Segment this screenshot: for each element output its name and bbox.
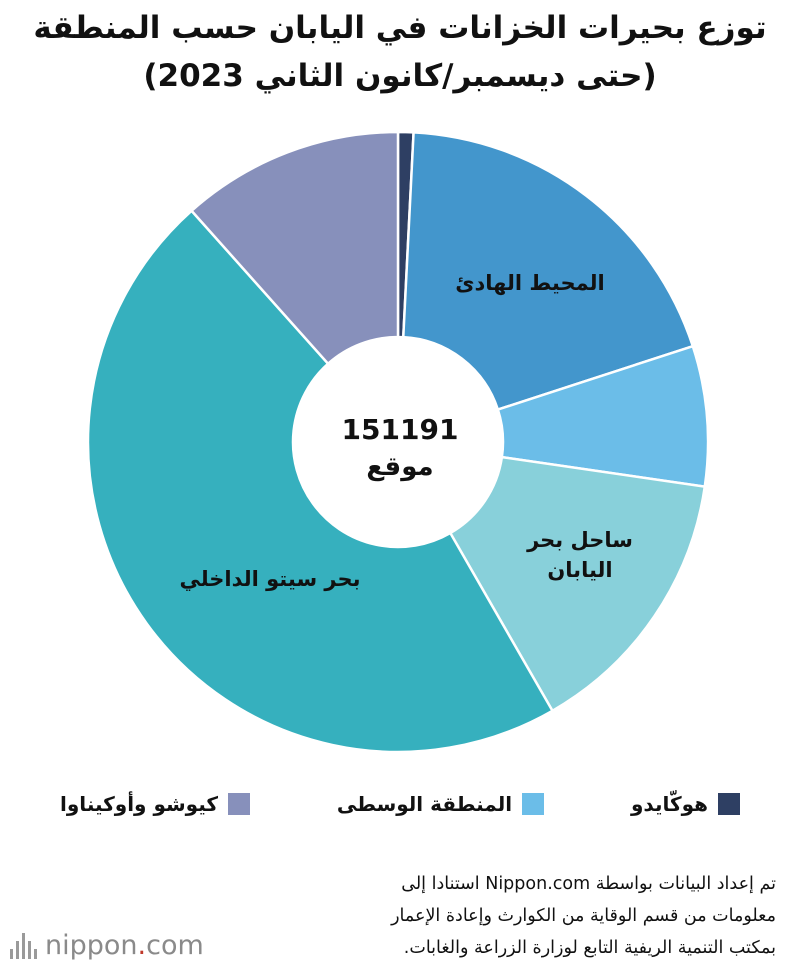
chart-title-line-2: (حتى ديسمبر/كانون الثاني 2023): [143, 58, 657, 94]
source-note-line-2: معلومات من قسم الوقاية من الكوارث وإعادة…: [391, 906, 776, 926]
source-note: تم إعداد البيانات بواسطة Nippon.com استن…: [236, 868, 776, 964]
slice-seto-inland-sea: [86, 208, 555, 754]
legend-item-central: المنطقة الوسطى: [336, 792, 545, 816]
legend-swatch-hokkaido: [718, 793, 740, 815]
legend-swatch-central: [522, 793, 545, 815]
slice-pacific: [401, 131, 695, 412]
nippon-logo: nippon.com: [10, 930, 204, 961]
slice-kyushu-okinawa: [189, 130, 400, 366]
legend-item-hokkaido: هوكّايدو: [631, 792, 740, 816]
slice-label-pacific: المحيط الهادئ: [455, 271, 605, 295]
legend-label-kyushu-okinawa: كيوشو وأوكيناوا: [60, 792, 218, 816]
nippon-logo-icon: [10, 932, 37, 959]
center-total: 151191: [341, 413, 459, 446]
legend: هوكّايدو المنطقة الوسطى كيوشو وأوكيناوا: [60, 786, 740, 822]
chart-title-line-1: توزع بحيرات الخزانات في اليابان حسب المن…: [33, 10, 767, 46]
legend-label-central: المنطقة الوسطى: [336, 792, 513, 816]
legend-label-hokkaido: هوكّايدو: [630, 792, 708, 816]
source-note-line-3: بمكتب التنمية الريفية التابع لوزارة الزر…: [403, 938, 776, 958]
donut-chart: [86, 130, 710, 754]
nippon-logo-wordmark: nippon.com: [45, 930, 204, 961]
chart-title: توزع بحيرات الخزانات في اليابان حسب المن…: [0, 4, 800, 100]
slice-label-seto-inland-sea: بحر سيتو الداخلي: [179, 567, 361, 591]
slice-sea-of-japan: [448, 455, 707, 713]
source-note-line-1: تم إعداد البيانات بواسطة Nippon.com استن…: [401, 874, 776, 894]
legend-swatch-kyushu-okinawa: [228, 793, 250, 815]
legend-item-kyushu-okinawa: كيوشو وأوكيناوا: [60, 792, 250, 816]
slice-label-sea-of-japan: ساحل بحر اليابان: [527, 528, 633, 582]
center-unit: موقع: [366, 452, 434, 482]
